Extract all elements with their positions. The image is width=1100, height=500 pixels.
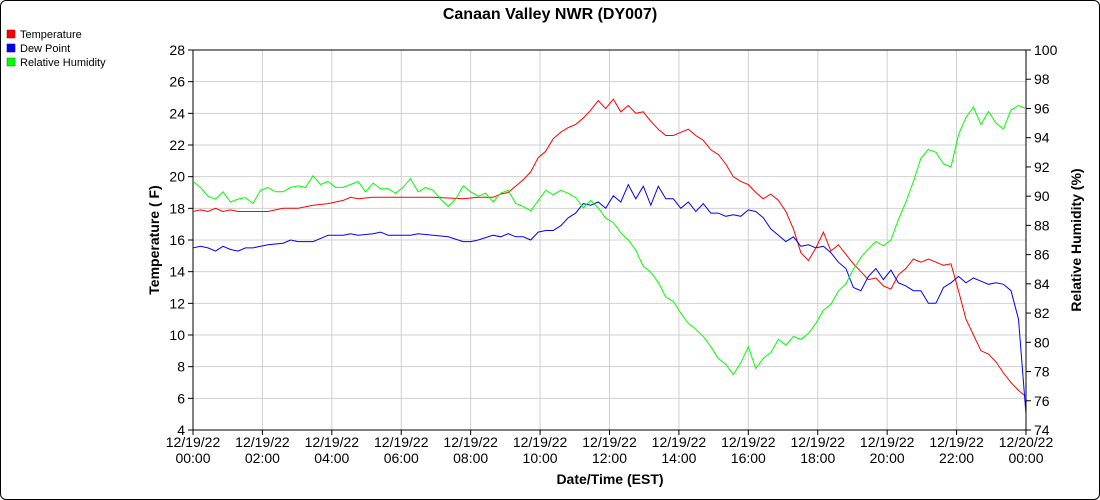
y-left-tick-label: 26	[169, 74, 185, 90]
y-right-tick-label: 96	[1034, 100, 1050, 116]
x-tick-time: 14:00	[661, 450, 696, 466]
series-line-dew-point	[193, 183, 1026, 415]
x-tick-time: 06:00	[384, 450, 419, 466]
x-tick-time: 22:00	[939, 450, 974, 466]
legend-label-relative-humidity: Relative Humidity	[20, 57, 106, 69]
x-tick-date: 12/19/22	[721, 434, 776, 450]
y-right-tick-label: 88	[1034, 217, 1050, 233]
series-line-relative-humidity	[193, 104, 1026, 376]
legend-swatch-dew-point	[6, 43, 16, 53]
x-tick-date: 12/19/22	[652, 434, 707, 450]
y-left-axis-label: Temperature ( F)	[146, 185, 162, 294]
y-right-tick-label: 92	[1034, 159, 1050, 175]
y-left-tick-label: 6	[177, 390, 185, 406]
y-right-axis: 74 76 78 80 82 84 86 88 90 92 94 96 98 100	[1026, 42, 1058, 438]
y-right-tick-label: 74	[1034, 422, 1050, 438]
y-left-tick-label: 10	[169, 327, 185, 343]
x-tick-time: 04:00	[314, 450, 349, 466]
y-right-tick-label: 100	[1034, 42, 1058, 58]
x-tick-date: 12/20/22	[999, 434, 1054, 450]
x-axis-label: Date/Time (EST)	[556, 471, 663, 487]
y-left-tick-label: 8	[177, 359, 185, 375]
x-tick-date: 12/19/22	[929, 434, 984, 450]
y-left-tick-label: 24	[169, 105, 185, 121]
series-layer	[193, 98, 1026, 415]
y-left-tick-label: 16	[169, 232, 185, 248]
y-right-tick-label: 80	[1034, 334, 1050, 350]
y-left-tick-label: 18	[169, 200, 185, 216]
x-tick-date: 12/19/22	[235, 434, 290, 450]
y-right-axis-label: Relative Humidity (%)	[1068, 168, 1084, 311]
x-tick-date: 12/19/22	[305, 434, 360, 450]
x-tick-time: 08:00	[453, 450, 488, 466]
y-right-tick-label: 84	[1034, 276, 1050, 292]
y-right-tick-label: 78	[1034, 364, 1050, 380]
x-tick-date: 12/19/22	[443, 434, 498, 450]
x-tick-time: 16:00	[731, 450, 766, 466]
y-left-tick-label: 22	[169, 137, 185, 153]
y-right-tick-label: 90	[1034, 188, 1050, 204]
x-tick-time: 00:00	[175, 450, 210, 466]
chart-title: Canaan Valley NWR (DY007)	[443, 6, 657, 23]
x-tick-time: 20:00	[870, 450, 905, 466]
x-tick-time: 10:00	[523, 450, 558, 466]
x-axis: 12/19/2200:0012/19/2202:0012/19/2204:001…	[166, 430, 1054, 466]
y-right-tick-label: 82	[1034, 305, 1050, 321]
legend-swatch-temperature	[6, 29, 16, 39]
legend: Temperature Dew Point Relative Humidity	[6, 29, 106, 69]
y-left-tick-label: 14	[169, 264, 185, 280]
series-line-temperature	[193, 98, 1026, 398]
x-tick-time: 02:00	[245, 450, 280, 466]
y-right-tick-label: 86	[1034, 247, 1050, 263]
legend-label-dew-point: Dew Point	[20, 43, 70, 55]
x-tick-date: 12/19/22	[513, 434, 568, 450]
y-left-tick-label: 12	[169, 295, 185, 311]
y-right-tick-label: 94	[1034, 130, 1050, 146]
y-left-tick-label: 28	[169, 42, 185, 58]
legend-swatch-relative-humidity	[6, 57, 16, 67]
legend-label-temperature: Temperature	[20, 29, 82, 41]
x-tick-time: 18:00	[800, 450, 835, 466]
y-left-tick-label: 20	[169, 169, 185, 185]
x-tick-date: 12/19/22	[166, 434, 221, 450]
x-tick-time: 12:00	[592, 450, 627, 466]
x-tick-date: 12/19/22	[374, 434, 429, 450]
y-left-tick-label: 4	[177, 422, 185, 438]
y-left-axis: 4 6 8 10 12 14 16 18 20 22 24 26 28	[169, 42, 193, 438]
x-tick-time: 00:00	[1008, 450, 1043, 466]
y-right-tick-label: 98	[1034, 71, 1050, 87]
y-right-tick-label: 76	[1034, 393, 1050, 409]
x-tick-date: 12/19/22	[791, 434, 846, 450]
x-tick-date: 12/19/22	[582, 434, 637, 450]
x-tick-date: 12/19/22	[860, 434, 915, 450]
